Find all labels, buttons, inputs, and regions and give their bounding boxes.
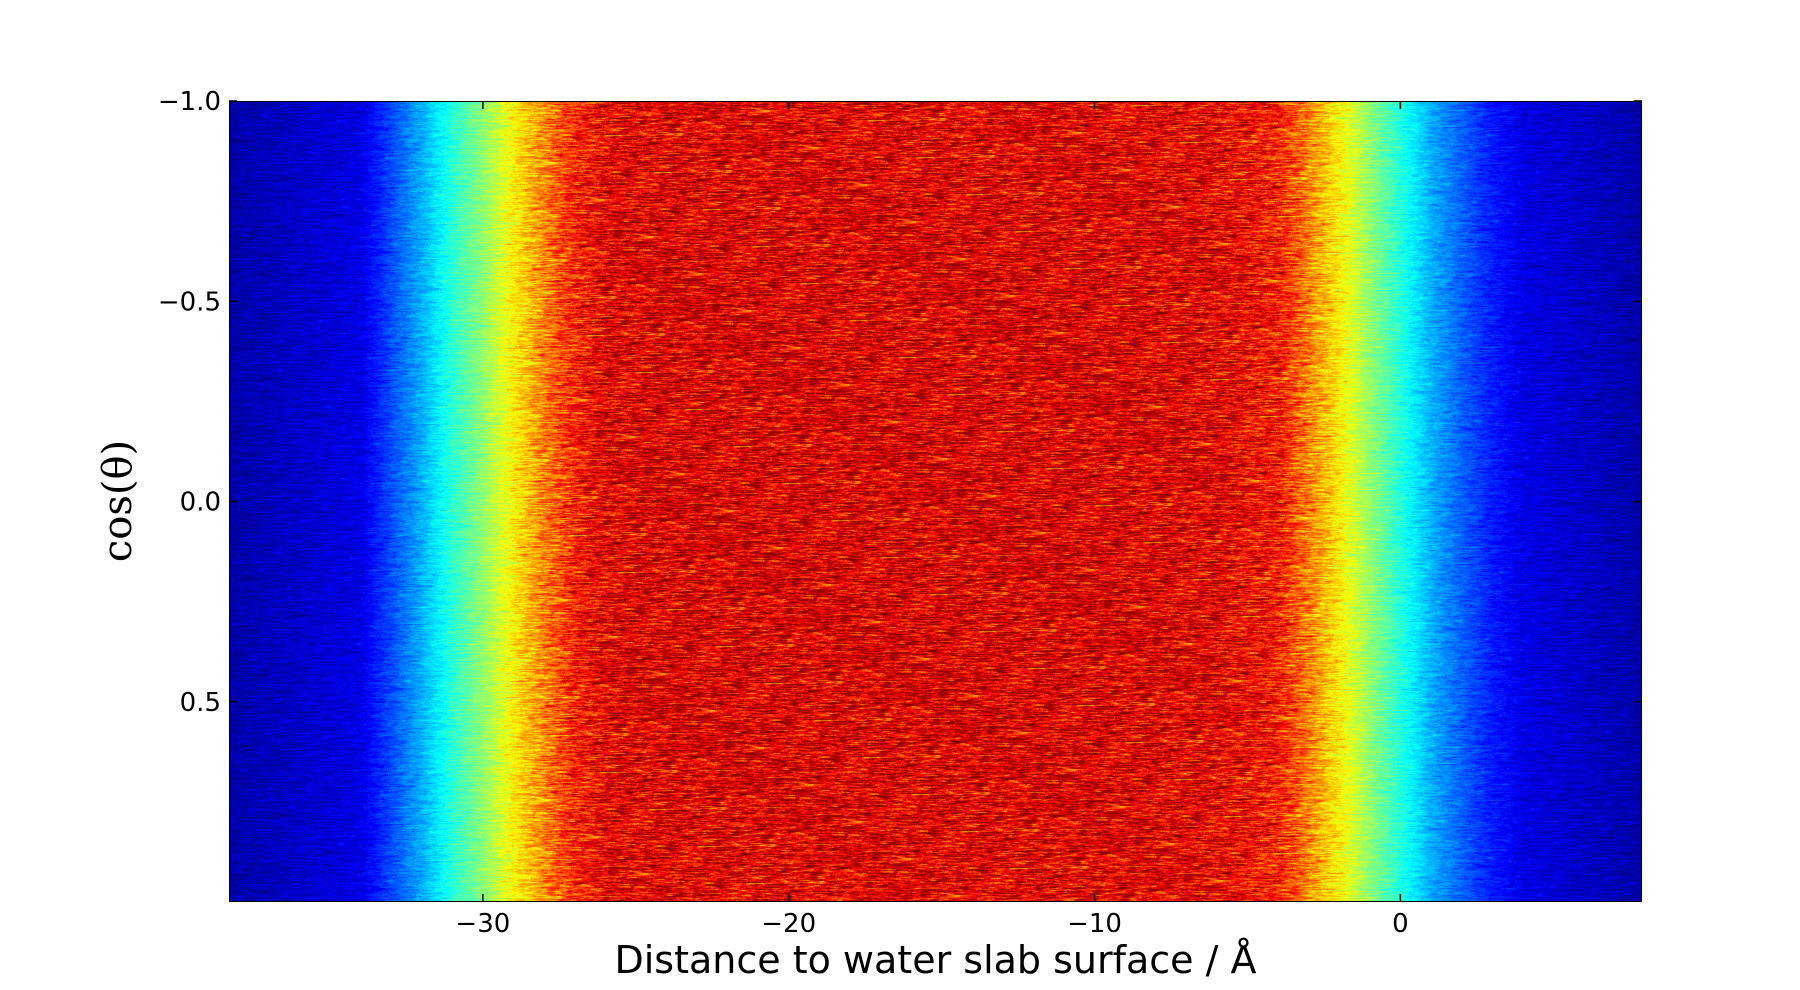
y-tick-label: 0.0 [180, 488, 221, 518]
x-tick-label: −10 [1067, 909, 1122, 939]
x-axis-label: Distance to water slab surface / Å [614, 938, 1257, 982]
plot-area [229, 101, 1642, 902]
y-tick-label: −1.0 [158, 87, 221, 117]
x-tick-label: −20 [761, 909, 816, 939]
y-tick-label: −0.5 [158, 287, 221, 317]
y-axis-label: cos(θ) [95, 439, 141, 563]
x-tick-label: −30 [455, 909, 510, 939]
heatmap-image [229, 101, 1642, 902]
y-tick-label: 0.5 [180, 688, 221, 718]
x-tick-label: 0 [1392, 909, 1409, 939]
